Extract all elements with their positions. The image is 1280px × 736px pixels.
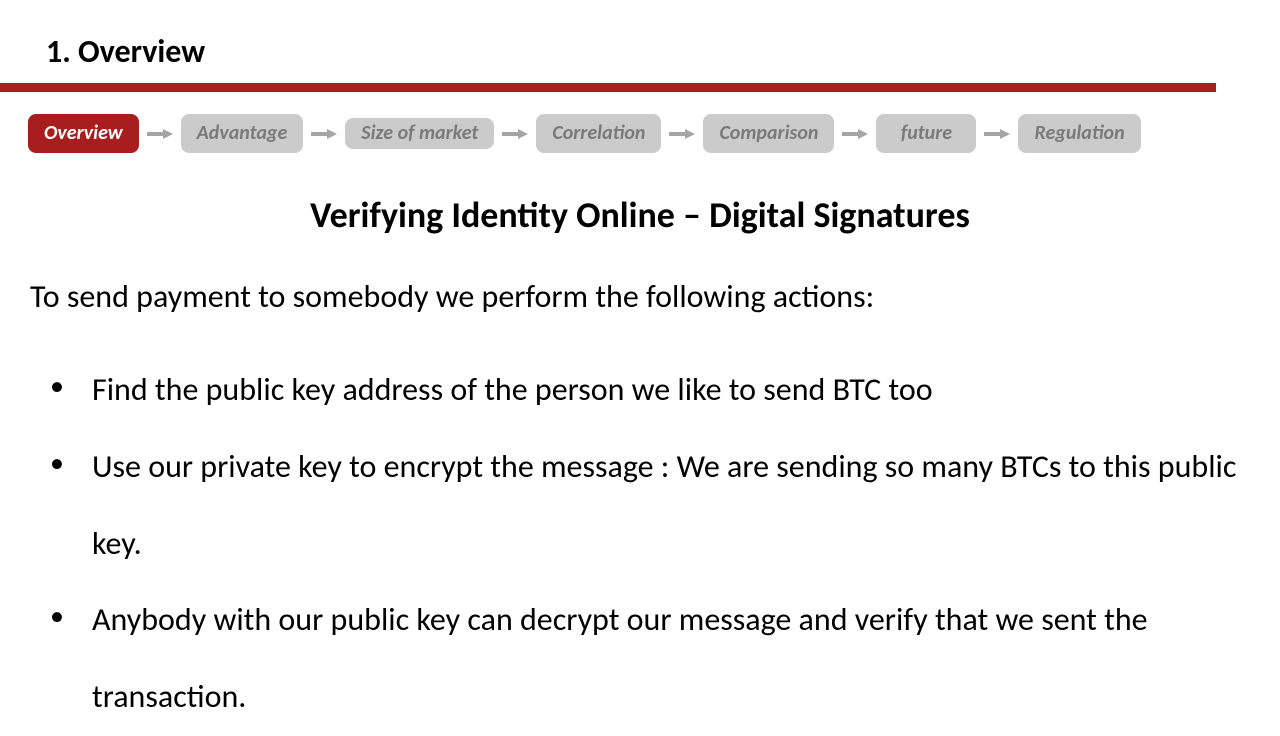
divider [0, 83, 1216, 92]
bullet-item: Use our private key to encrypt the messa… [30, 429, 1250, 583]
arrow-icon [984, 129, 1010, 139]
nav-breadcrumb: Overview Advantage Size of market Correl… [0, 92, 1280, 153]
bullet-item: Anybody with our public key can decrypt … [30, 582, 1250, 736]
bullet-item: Find the public key address of the perso… [30, 352, 1250, 429]
bullet-list: Find the public key address of the perso… [30, 352, 1250, 736]
arrow-icon [669, 129, 695, 139]
nav-item-size-of-market: Size of market [345, 118, 494, 149]
content: Verifying Identity Online – Digital Sign… [0, 153, 1280, 736]
nav-item-advantage: Advantage [181, 114, 304, 153]
content-heading: Verifying Identity Online – Digital Sign… [30, 193, 1250, 237]
nav-item-future: future [876, 114, 976, 153]
arrow-icon [502, 129, 528, 139]
arrow-icon [311, 129, 337, 139]
content-intro: To send payment to somebody we perform t… [30, 277, 1250, 316]
nav-item-overview: Overview [28, 114, 139, 153]
nav-item-correlation: Correlation [536, 114, 661, 153]
arrow-icon [147, 129, 173, 139]
slide: 1. Overview Overview Advantage Size of m… [0, 0, 1280, 720]
arrow-icon [842, 129, 868, 139]
section-title: 1. Overview [0, 0, 1280, 71]
nav-item-label: Size of market [361, 122, 478, 145]
nav-item-regulation: Regulation [1018, 114, 1140, 153]
nav-item-comparison: Comparison [703, 114, 834, 153]
